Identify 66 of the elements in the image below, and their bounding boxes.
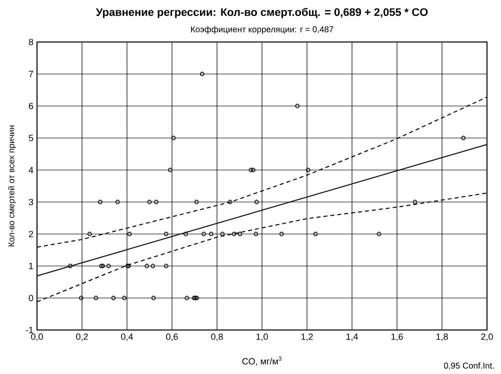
chart-title: Уравнение регрессии: Кол-во смерт.общ. = 0,689 + 2,055 * CO <box>96 8 428 18</box>
point <box>254 232 258 236</box>
x-tick-label: 0,2 <box>76 334 88 341</box>
point <box>111 296 116 300</box>
y-tick-label: 0 <box>28 294 34 302</box>
point <box>228 200 232 204</box>
point <box>122 296 126 300</box>
y-tick-label: 2 <box>28 230 34 238</box>
x-tick-label: 0,6 <box>166 334 178 341</box>
y-tick-label: 7 <box>28 70 34 78</box>
point <box>202 232 206 236</box>
point <box>184 296 190 300</box>
point <box>151 296 156 300</box>
point <box>184 232 188 236</box>
x-tick-label: 1,6 <box>391 334 403 341</box>
point <box>200 72 204 76</box>
point <box>412 200 418 204</box>
point <box>248 168 254 172</box>
point <box>306 168 310 172</box>
y-tick-label: 8 <box>28 38 34 46</box>
point <box>106 264 111 268</box>
y-axis-title: Кол-во смертей от всех причин <box>8 126 16 246</box>
x-tick-label: 0,8 <box>211 334 223 341</box>
point <box>164 232 168 236</box>
point <box>164 264 168 268</box>
point <box>150 264 156 268</box>
point <box>208 232 214 236</box>
point <box>144 264 149 268</box>
point <box>154 200 158 204</box>
x-tick-label: 1,0 <box>256 334 268 341</box>
point <box>147 200 152 204</box>
chart-subtitle: Коэффициент корреляции: r = 0,487 <box>191 26 334 34</box>
point <box>68 264 72 268</box>
x-tick-label: 1,8 <box>436 334 448 341</box>
point <box>251 168 256 172</box>
point <box>127 232 132 236</box>
x-tick-label: 0,4 <box>121 334 133 341</box>
point <box>94 296 98 300</box>
y-tick-label: -1 <box>26 326 34 334</box>
point <box>238 232 242 236</box>
point <box>232 232 236 236</box>
text: 0,95 Conf.Int. <box>444 362 494 370</box>
point <box>220 232 225 236</box>
point <box>115 200 120 204</box>
y-tick-label: 6 <box>28 102 34 110</box>
point <box>461 136 466 140</box>
point <box>295 104 300 108</box>
x-tick-label: 0,0 <box>31 334 43 341</box>
y-tick-label: 3 <box>28 198 34 206</box>
point <box>171 136 176 140</box>
point <box>168 168 172 172</box>
x-tick-label: 1,4 <box>346 334 358 341</box>
point <box>87 232 92 236</box>
x-axis-title: CO, мг/м$^{3}$ <box>242 356 282 366</box>
y-tick-label: 1 <box>29 262 34 270</box>
x-tick-label: 2,0 <box>481 334 493 341</box>
y-tick-label: 4 <box>28 166 34 174</box>
point <box>194 200 199 204</box>
point <box>78 296 84 300</box>
point <box>376 232 382 236</box>
x-tick-label: 1,2 <box>301 334 313 341</box>
point <box>279 232 284 236</box>
point <box>98 200 102 204</box>
y-tick-label: 5 <box>28 134 34 142</box>
point <box>313 232 318 236</box>
point <box>254 200 259 204</box>
